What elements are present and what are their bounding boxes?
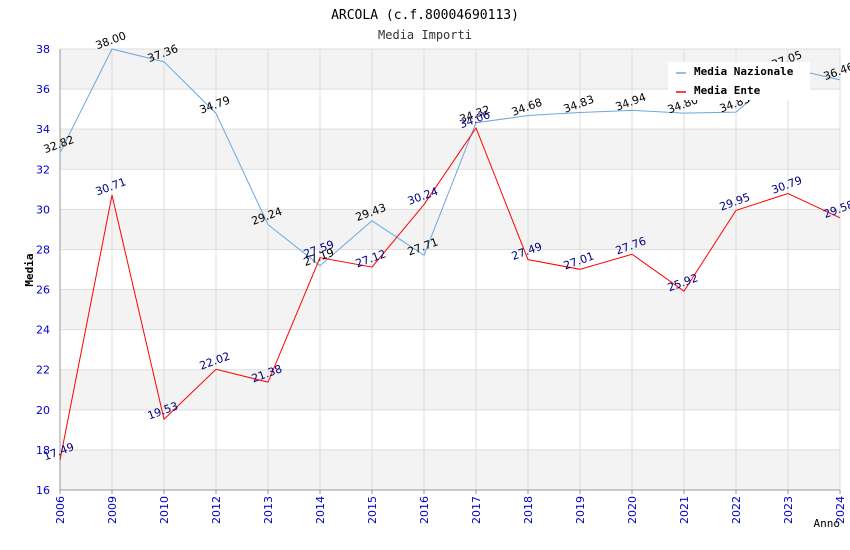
x-tick-label: 2006 [54, 496, 67, 524]
plot-bands [60, 49, 840, 490]
grid-band [60, 289, 840, 330]
x-tick-label: 2023 [782, 496, 795, 524]
chart-title: ARCOLA (c.f.80004690113) [331, 8, 519, 23]
x-tick-label: 2012 [210, 496, 223, 524]
grid-band [60, 449, 840, 490]
y-axis-label: Media [23, 253, 36, 286]
y-tick-label: 22 [36, 364, 50, 377]
legend-label-media-ente: Media Ente [694, 84, 761, 97]
y-tick-label: 16 [36, 484, 50, 497]
x-axis-label: Anno [814, 517, 841, 530]
data-label-media-ente: 30.79 [770, 174, 804, 197]
y-tick-label: 24 [36, 324, 50, 337]
x-tick-label: 2015 [366, 496, 379, 524]
series-line-media-ente [59, 126, 841, 461]
grid-band [60, 129, 840, 170]
y-tick-label: 38 [36, 43, 50, 56]
y-tick-label: 34 [36, 123, 50, 136]
x-tick-labels: 2006 2009 2010 2012 2013 2014 2015 2016 2017 2018… [54, 496, 847, 524]
legend: Media Nazionale Media Ente [668, 62, 810, 100]
series-line-media-nazionale [59, 48, 841, 267]
x-tick-label: 2010 [158, 496, 171, 524]
y-tick-label: 32 [36, 163, 50, 176]
x-tick-label: 2017 [470, 496, 483, 524]
legend-box [668, 62, 810, 100]
grid-band [60, 369, 840, 410]
data-label-media-ente: 30.71 [94, 175, 128, 198]
legend-label-media-nazionale: Media Nazionale [694, 65, 794, 78]
x-tick-label: 2018 [522, 496, 535, 524]
x-tick-label: 2009 [106, 496, 119, 524]
x-tick-label: 2019 [574, 496, 587, 524]
x-tick-label: 2016 [418, 496, 431, 524]
y-tick-label: 30 [36, 203, 50, 216]
x-tick-label: 2021 [678, 496, 691, 524]
x-tick-label: 2022 [730, 496, 743, 524]
data-label-media-ente: 22.02 [198, 350, 232, 373]
y-tick-label: 36 [36, 83, 50, 96]
x-tick-label: 2024 [834, 496, 847, 524]
y-tick-labels: 16 18 20 22 24 26 28 30 32 34 36 38 [36, 43, 50, 497]
x-tick-label: 2020 [626, 496, 639, 524]
x-tick-label: 2014 [314, 496, 327, 524]
y-tick-label: 20 [36, 404, 50, 417]
series-lines [59, 48, 841, 461]
data-label-media-ente: 30.24 [406, 185, 440, 208]
grid-band [60, 209, 840, 250]
gridlines [59, 48, 841, 494]
y-tick-label: 18 [36, 444, 50, 457]
x-tick-label: 2013 [262, 496, 275, 524]
axes [59, 49, 840, 491]
data-label-media-nazionale: 34.79 [198, 94, 232, 117]
y-tick-label: 26 [36, 284, 50, 297]
y-tick-label: 28 [36, 243, 50, 256]
chart-subtitle: Media Importi [378, 28, 472, 42]
